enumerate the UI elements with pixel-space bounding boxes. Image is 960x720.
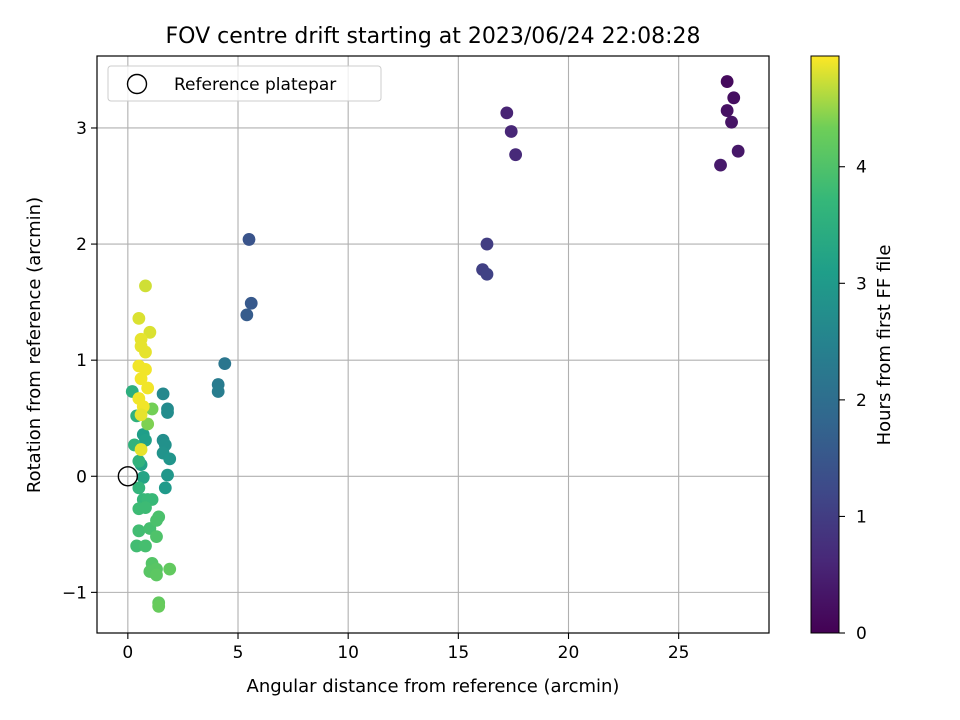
y-tick-label: 0 — [76, 467, 87, 487]
data-point — [480, 267, 494, 281]
legend-box — [107, 65, 382, 102]
data-point — [150, 530, 163, 544]
colorbar-tick-label: 2 — [856, 391, 867, 411]
y-tick-label: −1 — [62, 583, 87, 603]
colorbar-tick-label: 3 — [856, 274, 867, 294]
data-point — [480, 237, 494, 251]
axis-ticks: 0 5 10 15 20 25 −1 0 1 2 3 — [62, 119, 690, 663]
data-point — [156, 387, 170, 401]
colorbar-tick-label: 1 — [856, 507, 867, 527]
y-tick-label: 2 — [76, 235, 87, 255]
x-tick-label: 25 — [668, 643, 690, 663]
plot-points — [117, 75, 745, 613]
data-point — [139, 501, 152, 515]
legend-marker-icon — [126, 73, 148, 95]
data-point — [130, 539, 144, 553]
x-axis-label: Angular distance from reference (arcmin) — [247, 676, 620, 697]
data-point — [152, 510, 166, 524]
data-point — [163, 452, 177, 466]
data-point — [244, 296, 258, 310]
data-point — [727, 91, 741, 105]
data-point — [141, 381, 155, 395]
data-point — [134, 443, 148, 456]
data-point — [731, 144, 745, 158]
plot-frame — [96, 55, 770, 634]
data-point — [714, 158, 727, 172]
plot-gridlines — [97, 56, 769, 633]
y-tick-label: 1 — [76, 351, 87, 371]
data-point — [163, 562, 177, 576]
data-point — [211, 385, 225, 398]
colorbar-tick-label: 0 — [856, 624, 867, 644]
data-point — [132, 454, 146, 468]
data-point — [218, 357, 232, 371]
x-tick-label: 0 — [122, 643, 133, 663]
colorbar-tick-label: 4 — [856, 158, 867, 178]
data-point — [158, 481, 172, 495]
data-point — [150, 568, 163, 582]
data-point — [132, 524, 146, 538]
colorbar-label: Hours from first FF file — [874, 245, 895, 446]
data-point — [134, 372, 148, 386]
x-tick-label: 5 — [233, 643, 244, 663]
data-point — [161, 406, 174, 419]
data-point — [152, 599, 166, 613]
chart-title: FOV centre drift starting at 2023/06/24 … — [166, 24, 701, 49]
y-tick-label: 3 — [76, 119, 87, 139]
colorbar-gradient — [810, 55, 840, 634]
data-point — [720, 104, 734, 117]
legend: Reference platepar — [107, 65, 382, 102]
data-point — [139, 539, 152, 553]
legend-entry-reference-platepar: Reference platepar — [174, 75, 336, 95]
x-tick-label: 10 — [337, 643, 359, 663]
data-point — [161, 468, 174, 482]
colorbar-ticks: 0 1 2 3 4 — [839, 158, 867, 644]
data-point — [136, 471, 150, 484]
data-point — [139, 345, 152, 359]
data-point — [143, 325, 157, 339]
data-point — [139, 279, 152, 293]
data-point — [504, 125, 518, 138]
data-point — [141, 417, 155, 431]
data-point — [242, 233, 256, 246]
data-point — [132, 481, 146, 495]
data-point — [509, 148, 523, 162]
x-tick-label: 20 — [558, 643, 580, 663]
data-point — [720, 75, 734, 88]
x-tick-label: 15 — [448, 643, 470, 663]
data-point — [500, 106, 514, 120]
y-axis-label: Rotation from reference (arcmin) — [24, 197, 45, 493]
colorbar: 0 1 2 3 4 Hours from first FF file — [810, 55, 895, 644]
reference-platepar-marker — [117, 466, 139, 487]
data-point — [725, 115, 738, 129]
data-point — [240, 308, 254, 322]
data-point — [134, 408, 148, 422]
data-point — [132, 311, 146, 325]
